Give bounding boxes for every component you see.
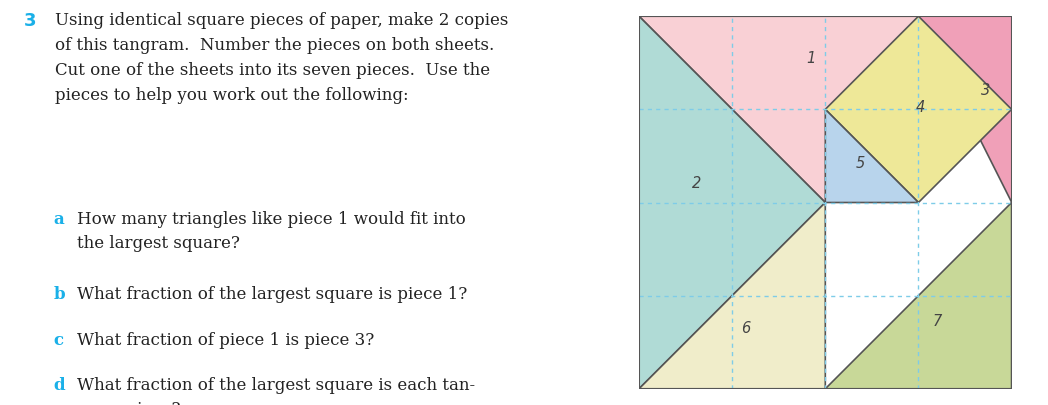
Text: c: c xyxy=(53,332,64,349)
Text: 4: 4 xyxy=(916,100,925,115)
Text: 6: 6 xyxy=(742,321,750,336)
Text: b: b xyxy=(53,286,65,303)
Text: Using identical square pieces of paper, make 2 copies
of this tangram.  Number t: Using identical square pieces of paper, … xyxy=(56,12,508,104)
Polygon shape xyxy=(826,16,1011,202)
Polygon shape xyxy=(826,109,918,202)
Text: 5: 5 xyxy=(856,156,866,171)
Polygon shape xyxy=(918,16,1011,202)
Text: What fraction of the largest square is piece 1?: What fraction of the largest square is p… xyxy=(78,286,467,303)
Polygon shape xyxy=(639,202,826,389)
Text: 1: 1 xyxy=(807,51,816,66)
Polygon shape xyxy=(826,202,1011,389)
Polygon shape xyxy=(639,16,826,389)
Text: 7: 7 xyxy=(933,314,942,329)
Text: 3: 3 xyxy=(981,83,990,98)
Text: 2: 2 xyxy=(692,176,701,192)
Text: How many triangles like piece 1 would fit into
the largest square?: How many triangles like piece 1 would fi… xyxy=(78,211,466,252)
Text: What fraction of the largest square is each tan-
gram piece?: What fraction of the largest square is e… xyxy=(78,377,476,405)
Text: 3: 3 xyxy=(24,12,36,30)
Polygon shape xyxy=(639,16,1011,202)
Text: d: d xyxy=(53,377,65,394)
Text: What fraction of piece 1 is piece 3?: What fraction of piece 1 is piece 3? xyxy=(78,332,374,349)
Text: a: a xyxy=(53,211,64,228)
